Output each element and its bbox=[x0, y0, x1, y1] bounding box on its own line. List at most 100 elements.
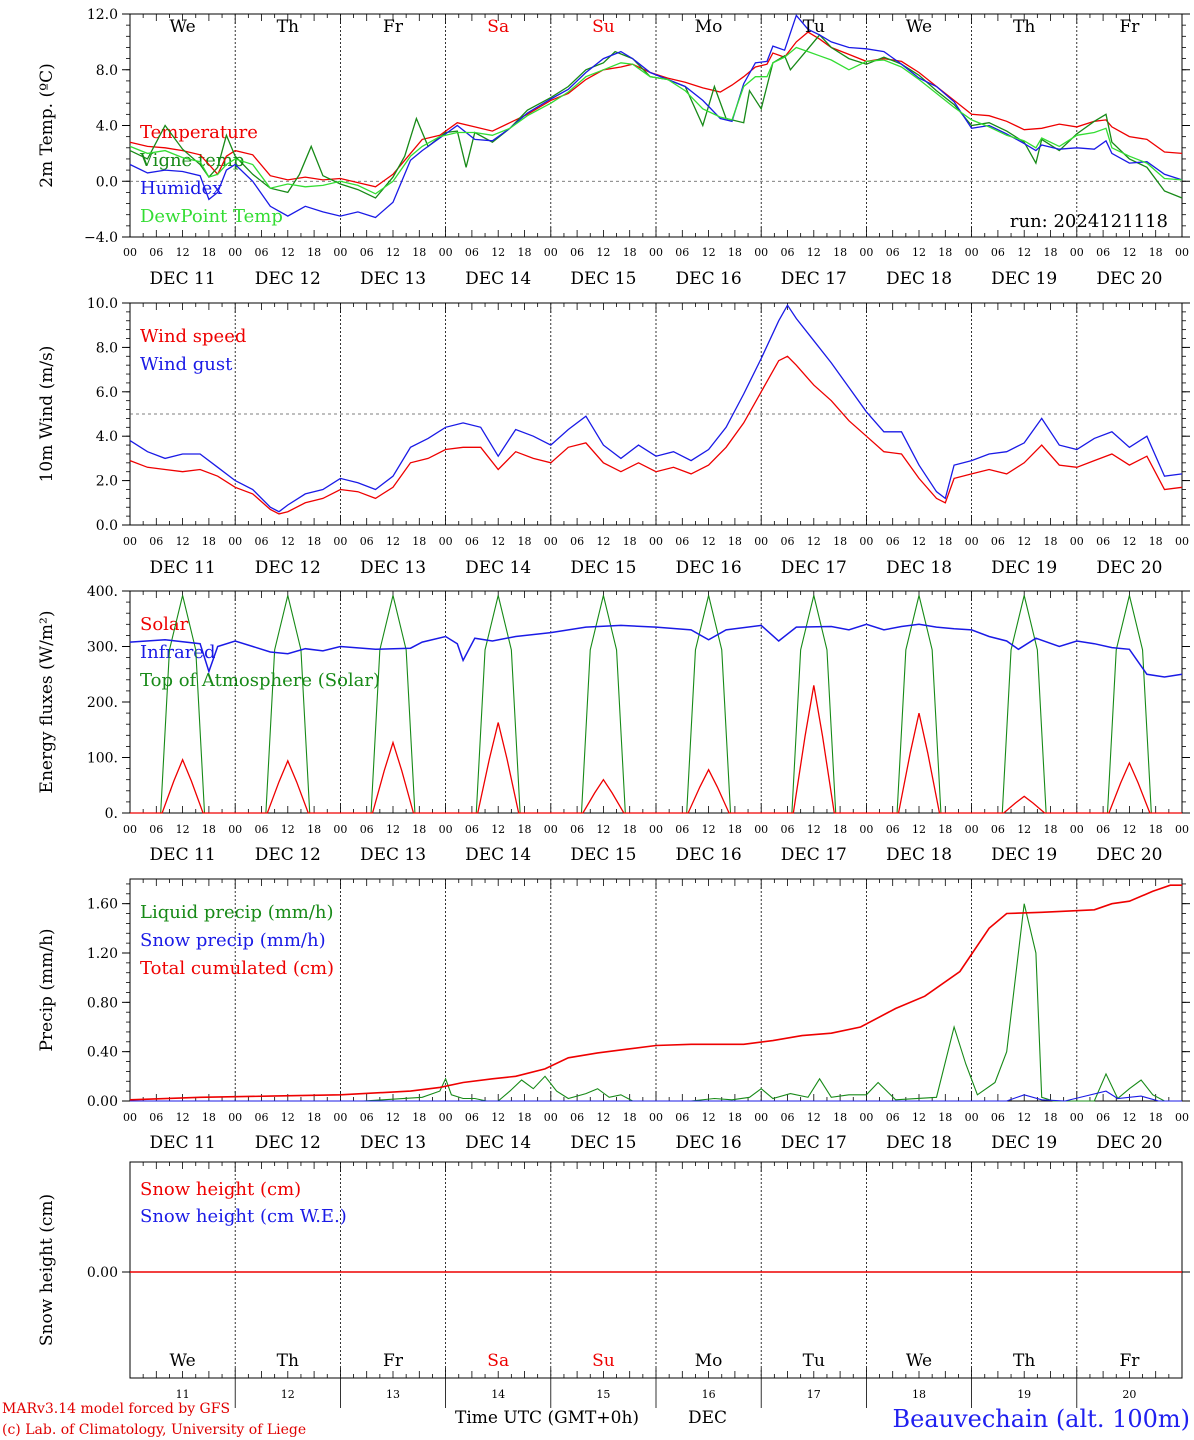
x-hour-label: 00 bbox=[754, 535, 768, 548]
y-axis-label: Snow height (cm) bbox=[37, 1194, 57, 1346]
x-hour-label: 12 bbox=[596, 823, 610, 836]
x-hour-label: 12 bbox=[491, 535, 505, 548]
day-number: 17 bbox=[807, 1388, 821, 1401]
legend-entry: Wind speed bbox=[140, 326, 246, 347]
x-hour-label: 06 bbox=[255, 535, 269, 548]
y-tick-label: 0.0 bbox=[96, 174, 118, 190]
x-hour-label: 06 bbox=[255, 246, 269, 259]
precip-panel: 0.00 0.40 0.80 1.20 1.60 Precip (mm/h) 00 06 12 1… bbox=[37, 878, 1190, 1153]
legend-entry: Temperature bbox=[140, 122, 258, 143]
x-hour-label: 00 bbox=[965, 823, 979, 836]
x-hour-label: 12 bbox=[912, 535, 926, 548]
x-date-label: DEC 18 bbox=[886, 558, 952, 578]
series-line bbox=[130, 1090, 1182, 1102]
y-tick-label: 6.0 bbox=[96, 385, 118, 401]
x-hour-label: 12 bbox=[1122, 246, 1136, 259]
day-label: Th bbox=[1013, 1351, 1035, 1371]
x-hour-label: 12 bbox=[912, 246, 926, 259]
x-hour-label: 06 bbox=[360, 535, 374, 548]
x-hour-label: 06 bbox=[675, 246, 689, 259]
x-hour-label: 12 bbox=[281, 246, 295, 259]
x-hour-label: 00 bbox=[228, 1111, 242, 1124]
x-hour-label: 06 bbox=[255, 823, 269, 836]
x-hour-label: 12 bbox=[1017, 246, 1031, 259]
x-hour-label: 12 bbox=[386, 535, 400, 548]
x-hour-label: 18 bbox=[728, 1111, 742, 1124]
x-hour-label: 00 bbox=[1175, 246, 1189, 259]
x-hour-label: 00 bbox=[859, 1111, 873, 1124]
day-label: Su bbox=[592, 17, 615, 37]
day-label: Sa bbox=[487, 1351, 509, 1371]
x-hour-label: 00 bbox=[649, 246, 663, 259]
x-hour-label: 18 bbox=[518, 246, 532, 259]
x-hour-label: 18 bbox=[833, 823, 847, 836]
legend-entry: Wind gust bbox=[140, 354, 233, 375]
snow-height-panel: Snow height (cm) Snow height (cm) Snow hei… bbox=[37, 1161, 1190, 1408]
legend-entry: Infrared bbox=[140, 642, 215, 663]
y-tick-label: 8.0 bbox=[96, 63, 118, 79]
y-tick-label: 1.60 bbox=[87, 897, 118, 913]
y-tick-label: 0.00 bbox=[87, 1265, 118, 1281]
y-tick-label: 200. bbox=[87, 695, 118, 711]
x-hour-label: 12 bbox=[807, 1111, 821, 1124]
x-hour-label: 00 bbox=[1070, 246, 1084, 259]
series-line bbox=[129, 46, 1183, 195]
x-hour-label: 12 bbox=[491, 246, 505, 259]
x-hour-label: 06 bbox=[781, 535, 795, 548]
x-hour-label: 06 bbox=[1096, 823, 1110, 836]
x-hour-label: 18 bbox=[623, 1111, 637, 1124]
series-line bbox=[130, 685, 1182, 814]
x-hour-label: 06 bbox=[570, 1111, 584, 1124]
x-date-label: DEC 14 bbox=[465, 269, 531, 289]
x-date-label: DEC 19 bbox=[991, 269, 1057, 289]
series-line bbox=[129, 14, 1183, 219]
x-hour-label: 12 bbox=[176, 1111, 190, 1124]
day-number: 16 bbox=[702, 1388, 716, 1401]
x-hour-label: 12 bbox=[596, 246, 610, 259]
legend-entry: Liquid precip (mm/h) bbox=[140, 902, 334, 923]
x-hour-label: 00 bbox=[439, 1111, 453, 1124]
x-hour-label: 00 bbox=[228, 246, 242, 259]
y-tick-label: 10.0 bbox=[87, 296, 118, 312]
x-date-label: DEC 15 bbox=[570, 269, 636, 289]
x-hour-label: 18 bbox=[938, 823, 952, 836]
footer-model: MARv3.14 model forced by GFS bbox=[2, 1401, 230, 1417]
y-tick-label: 4.0 bbox=[96, 119, 118, 135]
x-date-label: DEC 19 bbox=[991, 558, 1057, 578]
x-hour-label: 18 bbox=[833, 1111, 847, 1124]
x-date-label: DEC 11 bbox=[150, 558, 216, 578]
x-hour-label: 18 bbox=[202, 246, 216, 259]
y-tick-label: 2.0 bbox=[96, 474, 118, 490]
footer-month: DEC bbox=[688, 1408, 727, 1428]
y-axis-label: Precip (mm/h) bbox=[37, 928, 57, 1051]
x-date-label: DEC 12 bbox=[255, 1133, 321, 1153]
x-hour-label: 00 bbox=[754, 246, 768, 259]
x-hour-label: 06 bbox=[886, 246, 900, 259]
x-hour-label: 06 bbox=[149, 1111, 163, 1124]
day-label: Tu bbox=[803, 1351, 825, 1371]
x-hour-label: 12 bbox=[596, 535, 610, 548]
footer-station: Beauvechain (alt. 100m) bbox=[892, 1405, 1190, 1433]
series-line bbox=[129, 31, 1183, 188]
x-hour-label: 12 bbox=[1122, 1111, 1136, 1124]
x-date-label: DEC 16 bbox=[676, 845, 742, 865]
x-hour-label: 06 bbox=[886, 535, 900, 548]
day-label: We bbox=[906, 1351, 932, 1371]
legend-entry: Top of Atmosphere (Solar) bbox=[140, 670, 380, 691]
day-number: 20 bbox=[1122, 1388, 1136, 1401]
x-hour-label: 12 bbox=[1122, 535, 1136, 548]
x-hour-label: 00 bbox=[123, 535, 137, 548]
x-hour-label: 00 bbox=[544, 1111, 558, 1124]
x-hour-label: 00 bbox=[859, 823, 873, 836]
y-tick-label: 100. bbox=[87, 751, 118, 767]
x-hour-label: 00 bbox=[123, 246, 137, 259]
day-label: Th bbox=[277, 1351, 299, 1371]
x-hour-label: 12 bbox=[912, 1111, 926, 1124]
series-line bbox=[130, 595, 1182, 814]
x-date-label: DEC 13 bbox=[360, 558, 426, 578]
x-hour-label: 18 bbox=[623, 535, 637, 548]
x-hour-label: 00 bbox=[123, 1111, 137, 1124]
x-hour-label: 06 bbox=[1096, 246, 1110, 259]
x-hour-label: 06 bbox=[991, 535, 1005, 548]
x-hour-label: 06 bbox=[570, 246, 584, 259]
